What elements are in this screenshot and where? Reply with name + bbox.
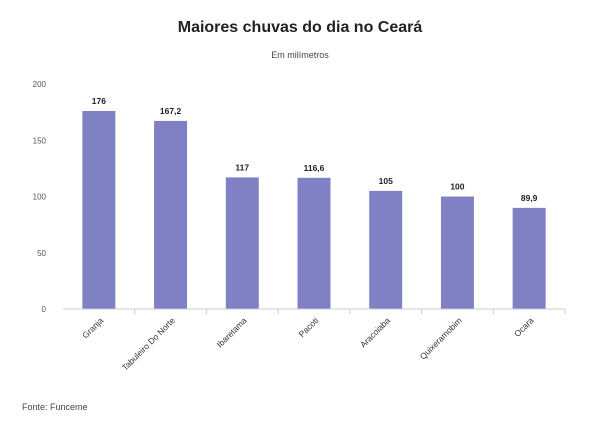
bars: 176 167,2 117 116,6 105 100 89,9 [82,96,546,310]
y-tick-label: 50 [37,249,46,258]
x-axis: Granja Tabuleiro Do Norte Ibaretama Pacoti A… [63,308,566,373]
data-label: 116,6 [304,163,325,173]
bar [225,177,259,309]
bar [82,111,116,309]
x-tick-label: Aracoiaba [358,315,392,349]
data-label: 89,9 [521,193,538,203]
x-tick-label: Ibaretama [215,315,249,349]
x-tick-label: Ocara [512,315,536,339]
chart-title: Maiores chuvas do dia no Ceará [177,19,423,36]
bar [154,120,188,310]
data-label: 167,2 [160,106,182,116]
data-label: 117 [235,162,249,172]
data-label: 176 [92,96,106,106]
x-tick-label: Pacoti [297,315,321,339]
y-tick-label: 0 [42,305,47,314]
x-tick-label: Granja [80,315,105,340]
source-note: Fonte: Funceme [22,402,88,412]
y-tick-label: 200 [33,80,47,89]
data-label: 105 [379,176,393,186]
bar [440,196,474,309]
x-tick-label: Quixeramobim [418,315,464,361]
chart-subtitle: Em milímetros [271,50,329,60]
y-tick-label: 100 [33,193,47,202]
bar [297,177,331,309]
data-label: 100 [450,182,464,192]
y-tick-label: 150 [33,136,47,145]
y-axis: 0 50 100 150 200 [33,80,47,314]
x-tick-label: Tabuleiro Do Norte [120,315,177,372]
bar [369,190,403,309]
bar [512,207,546,309]
